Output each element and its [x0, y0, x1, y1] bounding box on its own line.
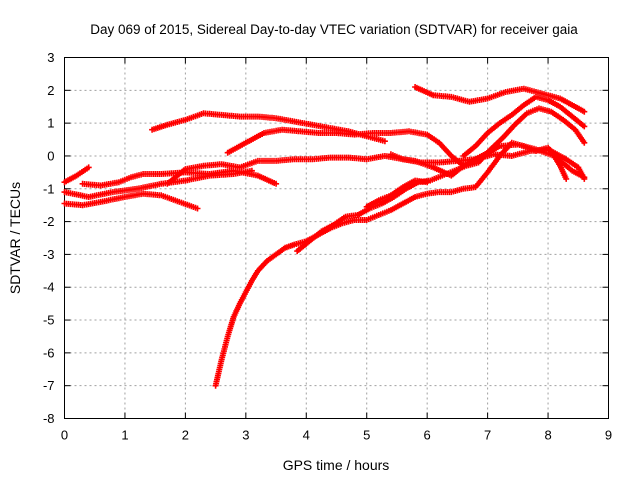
- y-tick-label: -6: [43, 345, 55, 360]
- x-tick-label: 7: [484, 428, 491, 443]
- series-6: [224, 126, 467, 169]
- series-13: [363, 177, 431, 210]
- data-points: [460, 93, 588, 159]
- data-points: [79, 167, 280, 189]
- y-tick-label: -2: [43, 214, 55, 229]
- y-tick-label: 3: [47, 50, 54, 65]
- x-tick-label: 8: [544, 428, 551, 443]
- y-tick-label: 1: [47, 116, 54, 131]
- data-points: [61, 164, 92, 186]
- y-tick-label: -7: [43, 378, 55, 393]
- y-tick-label: -5: [43, 313, 55, 328]
- y-tick-label: -4: [43, 280, 55, 295]
- series-10: [212, 139, 588, 389]
- y-tick-label: -8: [43, 411, 55, 426]
- y-axis-label: SDTVAR / TECUs: [7, 182, 23, 294]
- series-4: [79, 167, 280, 189]
- y-tick-label: 2: [47, 83, 54, 98]
- data-points: [61, 190, 201, 212]
- x-tick-label: 3: [242, 428, 249, 443]
- y-tick-label: -3: [43, 247, 55, 262]
- x-tick-label: 9: [605, 428, 612, 443]
- series-2: [61, 190, 201, 212]
- x-tick-label: 2: [182, 428, 189, 443]
- data-points: [212, 139, 588, 389]
- plot-border: [64, 57, 609, 419]
- series-1: [61, 164, 92, 186]
- x-tick-label: 5: [363, 428, 370, 443]
- x-axis-label: GPS time / hours: [283, 457, 390, 473]
- data-points: [224, 126, 467, 169]
- axis-ticks: 0 1 2 3 4 5 6 7 8 9 3 2 1 0 -1 -2 -3 -4 -5 -6 -7 -8: [43, 50, 612, 443]
- data-points: [294, 105, 588, 255]
- data-points: [363, 177, 431, 210]
- data-marks: [61, 84, 588, 389]
- series-11: [294, 105, 588, 255]
- x-tick-label: 4: [303, 428, 310, 443]
- series-9: [412, 84, 588, 115]
- y-tick-label: -1: [43, 181, 55, 196]
- chart-title: Day 069 of 2015, Sidereal Day-to-day VTE…: [90, 22, 578, 37]
- x-tick-label: 6: [424, 428, 431, 443]
- series-12: [460, 93, 588, 159]
- data-points: [412, 84, 588, 115]
- x-tick-label: 1: [121, 428, 128, 443]
- x-tick-label: 0: [61, 428, 68, 443]
- y-tick-label: 0: [47, 148, 54, 163]
